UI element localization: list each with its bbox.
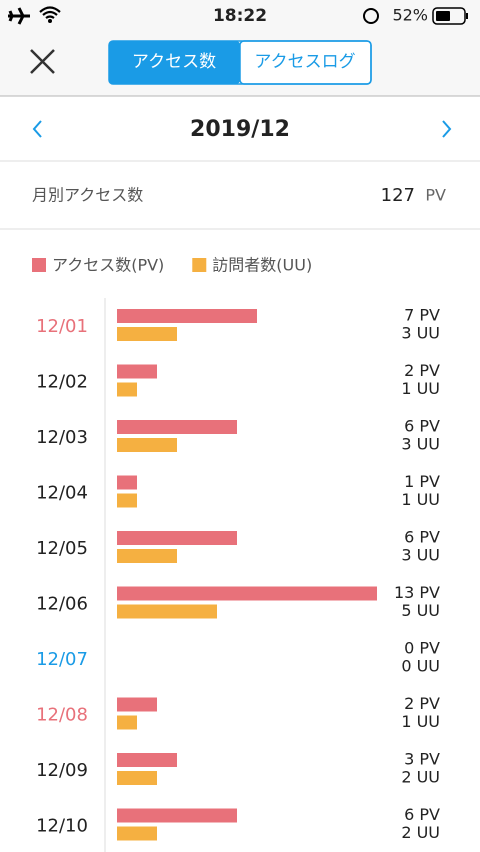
bar [117,493,137,508]
bar [117,753,177,767]
lock-icon [363,8,379,24]
prev-month[interactable] [32,120,42,138]
battery-percent: 52% [392,6,428,25]
month: 2019/12 [190,117,290,142]
battery-tip [466,13,468,19]
bar [117,382,137,397]
bar [117,420,237,434]
bar [117,327,177,341]
legend-label: 訪問者数(UU) [212,256,312,275]
bar [117,438,177,452]
wifi-icon [39,6,61,19]
bar [117,826,157,841]
date-label: 12/04 [36,483,88,504]
value-label: 13 PV [394,583,440,602]
date-label: 12/02 [36,372,88,393]
wifi-icon [48,19,52,23]
value-label: 6 PV [404,417,440,436]
date-label: 12/06 [36,594,88,615]
bar [117,475,137,490]
tab-label[interactable]: アクセスログ [254,52,355,72]
value-label: 7 PV [404,306,440,325]
date-label: 12/10 [36,816,88,837]
bar [117,549,177,563]
value-label: 5 UU [401,601,440,620]
legend-label: アクセス数(PV) [52,256,164,275]
value-label: 6 PV [404,805,440,824]
value-label: 2 UU [401,823,440,842]
battery-level [436,11,450,21]
bar [117,771,157,785]
next-month[interactable] [442,120,452,138]
date-label: 12/09 [36,760,88,781]
value-label: 3 PV [404,750,440,769]
airplane-icon [8,7,30,25]
bar [117,715,137,730]
summary-value: 127 [381,185,415,206]
bar [117,364,157,379]
value-label: 1 UU [401,490,440,509]
tab[interactable] [109,41,240,84]
tab-label[interactable]: アクセス数 [132,52,216,72]
close-button[interactable] [30,49,55,74]
value-label: 3 UU [401,324,440,343]
bar [117,697,157,712]
tab-group [108,40,372,85]
date-label: 12/07 [36,649,88,670]
value-label: 2 PV [404,361,440,380]
value-label: 0 UU [401,657,440,676]
value-label: 3 UU [401,435,440,454]
date-label: 12/08 [36,705,88,726]
value-label: 1 UU [401,712,440,731]
value-label: 1 PV [404,472,440,491]
bar [117,309,257,323]
bar [117,531,237,545]
value-label: 3 UU [401,546,440,565]
value-label: 2 UU [401,768,440,787]
date-label: 12/01 [36,316,88,337]
value-label: 0 PV [404,639,440,658]
bar [117,808,237,823]
summary-label: 月別アクセス数 [32,186,143,205]
value-label: 6 PV [404,528,440,547]
bar [117,586,377,601]
time: 18:22 [213,6,267,26]
value-label: 2 PV [404,694,440,713]
bar [117,604,217,619]
date-label: 12/03 [36,427,88,448]
legend-swatch [32,258,46,272]
summary-unit: PV [425,186,446,205]
battery-icon [432,7,466,25]
legend-swatch [192,258,207,272]
date-label: 12/05 [36,538,88,559]
value-label: 1 UU [401,379,440,398]
